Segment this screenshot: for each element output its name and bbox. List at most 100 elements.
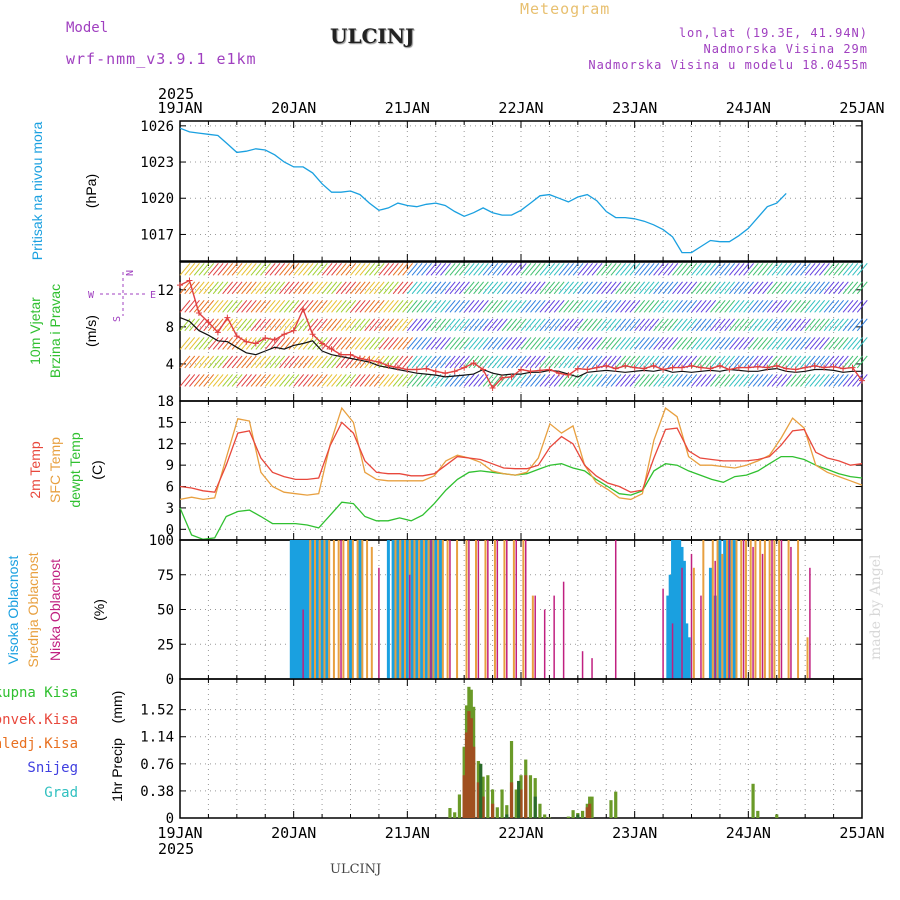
wind-barb [402,318,413,332]
wind-barb [582,318,593,332]
wind-barb [686,281,698,295]
wind-barb [681,262,693,276]
wind-barb [544,337,556,350]
wind-barb [724,262,736,276]
wind-barb [620,355,631,369]
wind-barb [198,262,210,276]
wind-barb [520,374,532,387]
wind-barb [406,262,418,276]
wind-barb [795,374,807,387]
wind-barb [288,355,300,369]
wind-barb [506,374,518,387]
wind-barb [321,355,333,369]
wind-barb [729,337,740,350]
wind-barb [307,281,319,295]
wind-barb [449,355,461,369]
time-tick-bottom: 20JAN [271,824,316,842]
wind-barb [757,300,769,313]
wind-barb [691,300,702,313]
cloud-bar [723,540,727,679]
wind-barb [852,337,863,350]
wind-gust-marker [830,363,837,370]
wind-barb [255,262,267,276]
cloud-bar [408,574,411,679]
wind-barb [639,318,650,332]
wind-barb [312,337,323,350]
wind-barb [710,300,721,313]
cloud-bar [671,540,675,679]
temperature-ytick-label: 9 [166,458,174,474]
cloud-bar [675,540,679,679]
precip-legend-3: Snijeg [27,760,78,776]
wind-barb [477,318,489,332]
wind-barb [823,318,835,332]
wind-barb [212,300,224,313]
cloud-bar [761,553,764,679]
wind-barb [710,374,721,387]
wind-gust-marker [309,331,316,338]
wind-barb [226,337,238,350]
cloud-bar [496,540,499,679]
wind-barb [421,281,432,295]
wind-barb [179,355,191,369]
wind-barb [274,374,286,387]
wind-gust-marker [716,362,723,369]
wind-barb [534,318,546,332]
wind-barb [809,262,821,276]
wind-barb [672,318,683,332]
wind-barb [724,337,736,350]
wind-barb [321,337,333,350]
wind-barb [388,374,399,387]
wind-barb [283,374,295,387]
wind-barb [316,355,328,369]
wind-barb [245,262,257,276]
wind-barb [752,374,764,387]
wind-barb [747,262,759,276]
wind-barb [430,374,442,387]
station-title: ULCINJ [330,24,415,48]
wind-barb [681,337,693,350]
wind-barb [283,318,295,332]
wind-barb [506,318,518,332]
wind-barb [653,262,664,276]
wind-barb [657,262,669,276]
wind-barb [501,318,513,332]
wind-barb [312,318,323,332]
wind-barb [302,300,314,313]
wind-barb [577,262,589,276]
wind-barb [766,374,778,387]
wind-barb [662,262,674,276]
wind-barb [809,281,821,295]
wind-barb [724,281,736,295]
wind-barb [662,355,674,369]
wind-barb [421,318,432,332]
wind-ytick-label: 8 [166,320,174,336]
wind-barb [752,337,764,350]
wind-barb [549,300,560,313]
wind-barb [250,262,262,276]
wind-barb [212,355,224,369]
cloud-ylabel-mid: Srednja Oblacnost [25,552,41,667]
cloud-bar [328,540,331,679]
cloud-bar [685,623,689,679]
wind-barb [842,337,854,350]
wind-barb [828,374,840,387]
wind-barb [624,374,636,387]
wind-gust-marker [319,340,326,347]
wind-barb [634,355,646,369]
wind-barb [298,262,309,276]
wind-barb [397,262,409,276]
wind-barb [615,300,627,313]
wind-gust-marker [660,366,667,373]
wind-barb [345,374,357,387]
cloud-bar [512,540,515,679]
compass-east: E [150,290,156,301]
wind-barb [818,281,830,295]
wind-barb [681,374,693,387]
wind-barb [515,355,527,369]
wind-barb [312,300,323,313]
wind-gust-marker [300,306,307,313]
wind-barb [781,262,792,276]
wind-barb [331,374,342,387]
cloud-bar [726,540,729,679]
